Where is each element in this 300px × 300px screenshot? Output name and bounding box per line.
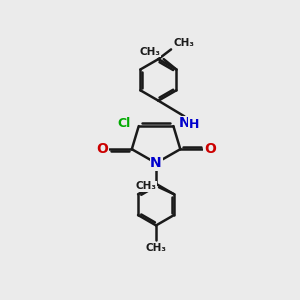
Text: O: O — [204, 142, 216, 156]
Text: Cl: Cl — [118, 117, 131, 130]
Text: CH₃: CH₃ — [146, 243, 167, 253]
Text: CH₃: CH₃ — [140, 47, 161, 57]
Text: N: N — [179, 116, 190, 130]
Text: CH₃: CH₃ — [136, 181, 157, 191]
Text: N: N — [150, 156, 162, 170]
Text: CH₃: CH₃ — [173, 38, 194, 47]
Text: O: O — [96, 142, 108, 156]
Text: H: H — [189, 118, 200, 131]
